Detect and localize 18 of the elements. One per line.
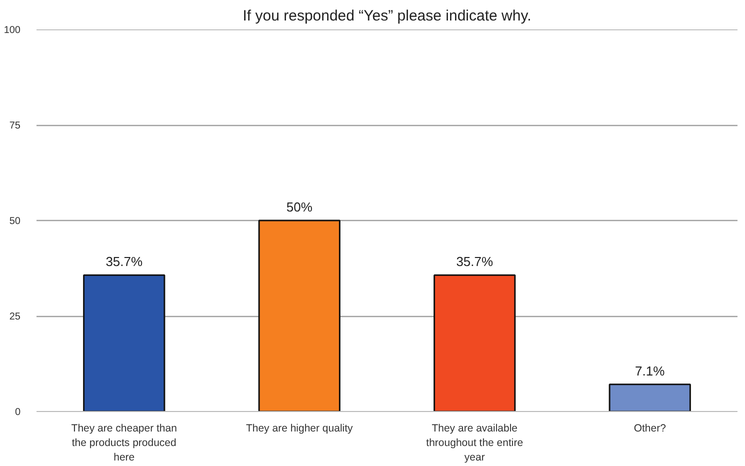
x-tick-label: They are higher quality: [246, 422, 354, 434]
chart-title: If you responded “Yes” please indicate why.: [242, 8, 532, 24]
bar: [434, 274, 516, 412]
x-tick-label: They are available throughout the entire year: [426, 422, 524, 464]
data-label: 35.7%: [106, 254, 143, 270]
y-tick-label: 25: [9, 312, 21, 322]
x-tick-label: They are cheaper than the products produced here: [71, 422, 178, 464]
y-tick-label: 100: [4, 25, 21, 36]
x-tick-label: Other?: [634, 422, 666, 434]
bar: [258, 220, 340, 412]
bar: [83, 274, 166, 412]
y-tick-label: 50: [9, 216, 21, 227]
data-label: 7.1%: [635, 363, 666, 378]
y-tick-label: 75: [9, 120, 21, 132]
data-label: 35.7%: [456, 254, 494, 270]
data-label: 50%: [286, 200, 313, 214]
y-tick-label: 0: [14, 407, 21, 418]
bar: [608, 384, 691, 412]
